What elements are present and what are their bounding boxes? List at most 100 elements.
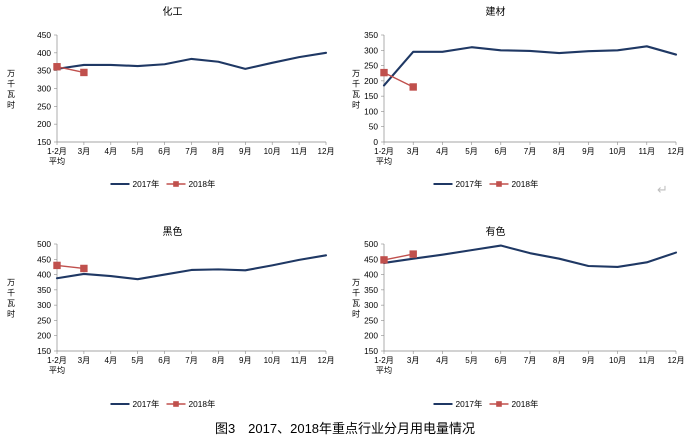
svg-text:2017年: 2017年: [133, 399, 160, 409]
svg-text:1-2月: 1-2月: [374, 356, 394, 365]
svg-text:万: 万: [352, 278, 360, 287]
svg-text:350: 350: [37, 285, 51, 295]
svg-text:8月: 8月: [553, 147, 566, 156]
svg-text:3月: 3月: [78, 147, 91, 156]
svg-text:6月: 6月: [158, 147, 171, 156]
svg-text:8月: 8月: [553, 356, 566, 365]
svg-text:11月: 11月: [291, 356, 308, 365]
svg-text:万: 万: [7, 278, 15, 287]
svg-text:3月: 3月: [407, 147, 420, 156]
svg-text:1-2月: 1-2月: [47, 356, 67, 365]
svg-text:150: 150: [37, 346, 51, 356]
svg-text:瓦: 瓦: [352, 299, 360, 308]
svg-text:500: 500: [364, 239, 378, 249]
svg-text:12月: 12月: [317, 356, 334, 365]
svg-text:250: 250: [37, 101, 51, 111]
svg-text:2017年: 2017年: [456, 399, 483, 409]
svg-text:10月: 10月: [609, 147, 626, 156]
svg-text:6月: 6月: [494, 147, 507, 156]
svg-text:2018年: 2018年: [512, 399, 539, 409]
svg-text:万: 万: [7, 69, 15, 78]
svg-text:350: 350: [37, 66, 51, 76]
svg-text:有色: 有色: [486, 225, 506, 238]
svg-text:12月: 12月: [317, 147, 334, 156]
svg-text:2018年: 2018年: [189, 399, 216, 409]
svg-text:千: 千: [7, 287, 15, 297]
svg-text:350: 350: [364, 285, 378, 295]
svg-text:250: 250: [364, 61, 378, 71]
svg-text:200: 200: [37, 119, 51, 129]
svg-text:10月: 10月: [264, 356, 281, 365]
svg-text:时: 时: [7, 308, 15, 318]
svg-text:平均: 平均: [376, 156, 392, 166]
svg-text:3月: 3月: [407, 356, 420, 365]
svg-text:5月: 5月: [131, 356, 144, 365]
svg-text:瓦: 瓦: [352, 90, 360, 99]
svg-text:时: 时: [7, 99, 15, 109]
svg-text:7月: 7月: [185, 356, 198, 365]
svg-text:50: 50: [369, 122, 379, 132]
svg-text:300: 300: [37, 300, 51, 310]
svg-text:150: 150: [37, 137, 51, 147]
svg-text:2017年: 2017年: [456, 179, 483, 189]
svg-text:9月: 9月: [239, 147, 252, 156]
svg-text:300: 300: [364, 300, 378, 310]
svg-text:9月: 9月: [582, 356, 595, 365]
svg-text:万: 万: [352, 69, 360, 78]
svg-text:平均: 平均: [49, 365, 65, 375]
svg-text:9月: 9月: [239, 356, 252, 365]
svg-text:千: 千: [352, 78, 360, 88]
svg-text:200: 200: [364, 331, 378, 341]
svg-text:化工: 化工: [163, 5, 183, 18]
svg-text:2018年: 2018年: [512, 179, 539, 189]
svg-text:10月: 10月: [609, 356, 626, 365]
svg-text:11月: 11月: [639, 356, 656, 365]
svg-text:2018年: 2018年: [189, 179, 216, 189]
svg-text:500: 500: [37, 239, 51, 249]
svg-text:4月: 4月: [104, 356, 117, 365]
svg-text:2017年: 2017年: [133, 179, 160, 189]
svg-text:7月: 7月: [524, 356, 537, 365]
svg-text:时: 时: [352, 308, 360, 318]
svg-text:12月: 12月: [667, 356, 684, 365]
svg-text:6月: 6月: [494, 356, 507, 365]
svg-text:250: 250: [37, 315, 51, 325]
svg-text:400: 400: [37, 48, 51, 58]
svg-text:350: 350: [364, 30, 378, 40]
svg-text:450: 450: [37, 30, 51, 40]
svg-text:5月: 5月: [131, 147, 144, 156]
svg-text:11月: 11月: [291, 147, 308, 156]
svg-text:瓦: 瓦: [7, 90, 15, 99]
svg-text:450: 450: [364, 254, 378, 264]
svg-text:4月: 4月: [436, 147, 449, 156]
svg-text:200: 200: [364, 76, 378, 86]
svg-text:8月: 8月: [212, 147, 225, 156]
svg-text:6月: 6月: [158, 356, 171, 365]
svg-text:0: 0: [373, 137, 378, 147]
svg-text:千: 千: [7, 78, 15, 88]
svg-text:250: 250: [364, 315, 378, 325]
svg-text:4月: 4月: [104, 147, 117, 156]
svg-text:300: 300: [37, 84, 51, 94]
svg-text:11月: 11月: [639, 147, 656, 156]
svg-text:8月: 8月: [212, 356, 225, 365]
svg-text:400: 400: [37, 270, 51, 280]
svg-text:黑色: 黑色: [163, 225, 183, 238]
svg-text:5月: 5月: [465, 356, 478, 365]
svg-text:200: 200: [37, 331, 51, 341]
svg-text:1-2月: 1-2月: [47, 147, 67, 156]
svg-text:12月: 12月: [667, 147, 684, 156]
svg-text:平均: 平均: [376, 365, 392, 375]
svg-text:时: 时: [352, 99, 360, 109]
svg-text:5月: 5月: [465, 147, 478, 156]
svg-text:3月: 3月: [78, 356, 91, 365]
svg-text:100: 100: [364, 106, 378, 116]
svg-text:瓦: 瓦: [7, 299, 15, 308]
svg-text:7月: 7月: [185, 147, 198, 156]
svg-text:4月: 4月: [436, 356, 449, 365]
svg-text:400: 400: [364, 270, 378, 280]
svg-text:千: 千: [352, 287, 360, 297]
svg-text:150: 150: [364, 91, 378, 101]
svg-text:450: 450: [37, 254, 51, 264]
svg-text:平均: 平均: [49, 156, 65, 166]
